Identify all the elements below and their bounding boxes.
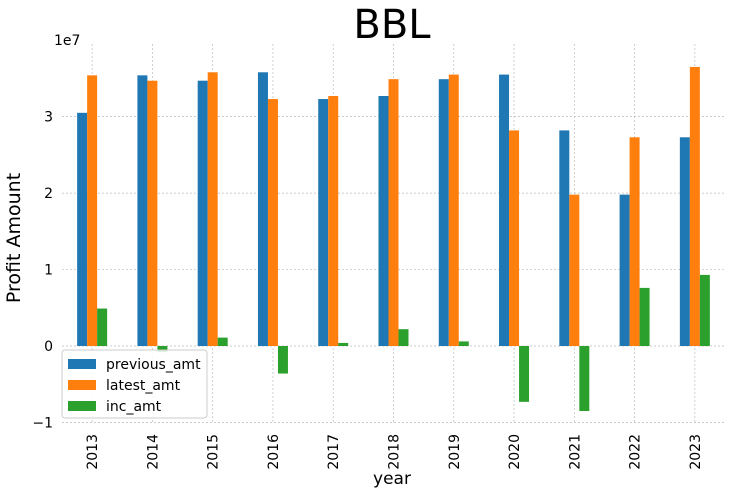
x-tick-label: 2018 [387, 434, 403, 470]
bar-previous_amt [318, 99, 329, 347]
bar-inc_amt [217, 337, 228, 347]
x-tick-label: 2015 [206, 434, 222, 470]
y-offset-label: 1e7 [54, 33, 80, 49]
y-tick-label: 1 [44, 263, 53, 279]
x-tick-label: 2022 [628, 434, 644, 470]
bar-latest_amt [147, 80, 158, 347]
x-tick-label: 2023 [688, 434, 704, 470]
y-tick-label: 0 [44, 339, 53, 355]
legend-item: inc_amt [68, 399, 162, 415]
bar-latest_amt [509, 130, 520, 347]
bar-previous_amt [378, 95, 389, 347]
legend-item: latest_amt [68, 378, 181, 394]
legend-swatch [68, 380, 96, 390]
legend-box [61, 349, 208, 419]
bar-previous_amt [619, 194, 630, 347]
bar-inc_amt [699, 274, 710, 347]
bar-inc_amt [277, 346, 288, 374]
legend-swatch [68, 401, 96, 411]
bar-latest_amt [388, 79, 399, 347]
x-tick-label: 2021 [567, 434, 583, 470]
legend-item: previous_amt [68, 357, 201, 373]
bar-inc_amt [157, 346, 168, 353]
bar-previous_amt [499, 74, 510, 347]
chart-title: BBL [353, 2, 431, 48]
bar-latest_amt [207, 72, 218, 347]
x-tick-label: 2019 [447, 434, 463, 470]
bar-previous_amt [137, 75, 148, 347]
legend-label: latest_amt [106, 378, 181, 394]
y-tick-label: −1 [32, 415, 53, 431]
bar-previous_amt [679, 137, 690, 347]
bar-latest_amt [569, 194, 580, 347]
legend-swatch [68, 359, 96, 369]
x-tick-label: 2013 [85, 434, 101, 470]
legend-label: previous_amt [106, 357, 201, 373]
x-tick-label: 2017 [326, 434, 342, 470]
bar-previous_amt [77, 112, 88, 347]
bar-inc_amt [458, 341, 469, 347]
bar-inc_amt [97, 308, 108, 347]
x-tick-label: 2014 [145, 434, 161, 470]
bar-latest_amt [87, 75, 98, 347]
legend-label: inc_amt [106, 399, 162, 415]
bar-latest_amt [689, 66, 700, 347]
bar-previous_amt [438, 79, 449, 347]
y-axis-label: Profit Amount [3, 173, 25, 303]
x-axis-label: year [373, 469, 411, 489]
bar-inc_amt [639, 287, 650, 347]
bar-inc_amt [519, 346, 530, 402]
legend: previous_amt latest_amt inc_amt [61, 349, 208, 419]
x-tick-label: 2016 [266, 434, 282, 470]
bar-previous_amt [257, 72, 268, 347]
x-tick-label: 2020 [507, 434, 523, 470]
x-tick-labels: 2013 2014 2015 2016 2017 2018 2019 2020 2021 2022… [85, 434, 704, 470]
bar-inc_amt [398, 329, 409, 347]
bar-previous_amt [559, 130, 570, 347]
y-tick-label: 3 [44, 110, 53, 126]
bar-inc_amt [579, 346, 590, 412]
bar-latest_amt [629, 137, 640, 347]
y-tick-labels: −1 0 1 2 3 [32, 110, 53, 432]
bar-inc_amt [338, 342, 349, 347]
bar-latest_amt [267, 99, 278, 347]
bar-latest_amt [448, 74, 459, 347]
y-tick-label: 2 [44, 186, 53, 202]
bar-previous_amt [197, 80, 208, 347]
bar-latest_amt [328, 95, 339, 347]
bars [77, 66, 710, 412]
